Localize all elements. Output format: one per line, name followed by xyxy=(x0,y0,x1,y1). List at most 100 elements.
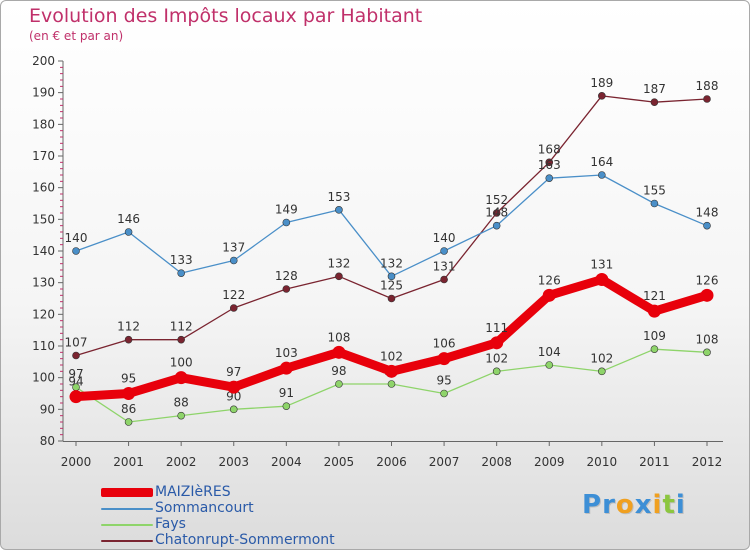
data-label: 108 xyxy=(696,332,719,346)
data-label: 94 xyxy=(68,375,83,389)
data-point xyxy=(490,336,504,350)
data-point xyxy=(124,418,133,426)
data-label: 163 xyxy=(538,158,561,172)
data-label: 126 xyxy=(696,273,719,287)
data-label: 131 xyxy=(433,260,456,274)
logo-letter: o xyxy=(615,490,635,520)
data-point xyxy=(492,221,501,230)
data-label: 122 xyxy=(222,288,245,302)
legend-swatch xyxy=(101,488,153,497)
data-label: 97 xyxy=(68,367,83,381)
data-label: 189 xyxy=(590,76,613,90)
data-point xyxy=(387,272,396,281)
y-tick-label: 120 xyxy=(32,307,55,321)
data-point xyxy=(229,304,238,312)
data-label: 112 xyxy=(117,320,140,334)
data-point xyxy=(177,269,185,277)
x-tick-label: 2007 xyxy=(429,455,460,469)
data-label: 188 xyxy=(696,79,719,93)
data-point xyxy=(703,95,711,103)
data-point xyxy=(229,405,238,414)
data-label: 98 xyxy=(331,364,346,378)
data-label: 140 xyxy=(433,231,456,245)
y-tick-label: 200 xyxy=(32,54,55,68)
data-point xyxy=(545,361,554,369)
data-label: 148 xyxy=(696,206,719,220)
data-point xyxy=(177,411,185,420)
data-label: 153 xyxy=(327,190,350,204)
data-label: 86 xyxy=(121,402,136,416)
logo-letter: i xyxy=(675,490,686,520)
data-label: 149 xyxy=(275,203,298,217)
data-point xyxy=(335,206,343,214)
data-label: 100 xyxy=(170,356,193,370)
data-point xyxy=(545,174,554,182)
data-point xyxy=(647,304,661,318)
data-label: 95 xyxy=(121,372,136,386)
data-point xyxy=(227,380,241,394)
data-point xyxy=(69,390,83,404)
data-label: 131 xyxy=(590,258,613,272)
data-point xyxy=(335,380,343,388)
y-tick-label: 140 xyxy=(32,244,55,258)
y-tick-label: 80 xyxy=(40,434,55,448)
data-label: 187 xyxy=(643,82,666,96)
data-point xyxy=(650,98,659,106)
y-tick-label: 150 xyxy=(32,212,55,226)
data-point xyxy=(440,247,448,255)
data-label: 133 xyxy=(170,253,193,267)
data-label: 164 xyxy=(590,155,613,169)
data-label: 146 xyxy=(117,212,140,226)
y-tick-label: 110 xyxy=(32,339,55,353)
data-point xyxy=(703,348,711,357)
data-point xyxy=(700,288,714,302)
legend-swatch xyxy=(101,508,153,510)
legend-label: Fays xyxy=(155,516,186,532)
data-point xyxy=(542,288,556,302)
data-point xyxy=(122,387,136,400)
x-tick-label: 2004 xyxy=(271,455,302,469)
legend-label: MAIZIèRES xyxy=(155,484,231,500)
data-point xyxy=(282,402,291,410)
x-tick-label: 2012 xyxy=(692,455,723,469)
data-label: 148 xyxy=(485,206,508,220)
data-point xyxy=(72,247,80,255)
data-point xyxy=(385,364,398,378)
legend-label: Sommancourt xyxy=(155,500,254,516)
data-point xyxy=(703,221,711,230)
x-tick-label: 2001 xyxy=(113,455,144,469)
x-tick-label: 2009 xyxy=(534,455,565,469)
y-tick-label: 170 xyxy=(32,149,55,163)
data-point xyxy=(492,209,501,217)
data-point xyxy=(124,335,133,344)
data-label: 106 xyxy=(433,337,456,351)
x-tick-label: 2002 xyxy=(166,455,197,469)
data-point xyxy=(72,351,80,360)
y-tick-label: 130 xyxy=(32,276,55,290)
data-label: 140 xyxy=(65,231,88,245)
data-point xyxy=(387,380,396,388)
x-tick-label: 2003 xyxy=(218,455,249,469)
data-point xyxy=(650,199,659,208)
data-label: 88 xyxy=(174,396,189,410)
data-label: 137 xyxy=(222,241,245,255)
data-label: 121 xyxy=(643,289,666,303)
data-label: 168 xyxy=(538,142,561,156)
data-point xyxy=(440,389,448,398)
data-label: 91 xyxy=(279,386,294,400)
data-point xyxy=(335,272,343,281)
data-label: 108 xyxy=(327,330,350,344)
data-label: 112 xyxy=(170,320,193,334)
logo-letter: i xyxy=(652,490,663,520)
data-label: 155 xyxy=(643,184,666,198)
data-point xyxy=(174,371,188,385)
x-tick-label: 2006 xyxy=(376,455,407,469)
data-label: 90 xyxy=(226,389,241,403)
x-tick-label: 2011 xyxy=(639,455,670,469)
data-label: 97 xyxy=(226,365,241,379)
chart-subtitle: (en € et par an) xyxy=(29,29,124,43)
data-label: 107 xyxy=(65,336,88,350)
series-line-3 xyxy=(75,95,708,357)
data-point xyxy=(595,273,609,286)
logo-letter: P xyxy=(582,490,603,520)
